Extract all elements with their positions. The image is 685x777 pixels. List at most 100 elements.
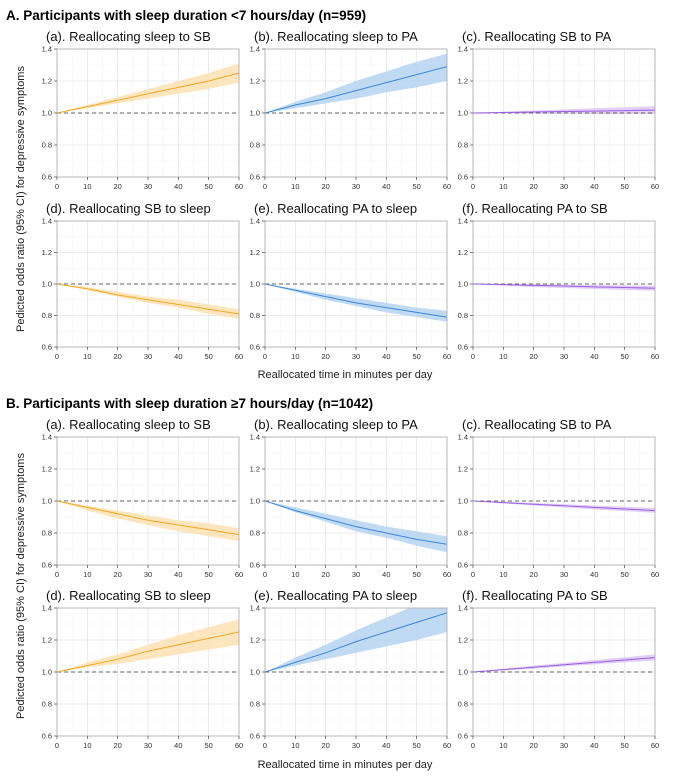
- y-tick-label: 1.4: [458, 604, 468, 613]
- estimate-line: [473, 500, 655, 512]
- estimate-line: [265, 612, 447, 673]
- x-tick-label: 60: [235, 570, 243, 579]
- section-title: B. Participants with sleep duration ≥7 h…: [6, 396, 373, 411]
- x-tick-label: 10: [291, 182, 299, 191]
- x-tick-label: 0: [55, 352, 59, 361]
- x-tick-label: 10: [83, 741, 91, 750]
- x-tick-label: 30: [144, 352, 152, 361]
- y-axis-label: Pedicted odds ratio (95% CI) for depress…: [15, 66, 27, 332]
- estimate-line: [473, 109, 655, 114]
- x-tick-label: 50: [204, 741, 212, 750]
- estimate-line: [57, 283, 239, 315]
- x-tick-label: 0: [471, 741, 475, 750]
- x-tick-label: 0: [471, 182, 475, 191]
- plot-content: [265, 500, 447, 553]
- y-tick-label: 1.0: [458, 280, 468, 289]
- x-tick-label: 50: [620, 352, 628, 361]
- x-tick-label: 50: [412, 741, 420, 750]
- x-tick-label: 0: [263, 741, 267, 750]
- y-tick-label: 1.0: [250, 668, 260, 677]
- confidence-band: [57, 619, 239, 672]
- x-tick-label: 30: [560, 570, 568, 579]
- x-tick-label: 30: [352, 570, 360, 579]
- x-tick-label: 40: [382, 352, 390, 361]
- estimate-line: [473, 657, 655, 673]
- x-tick-label: 60: [235, 182, 243, 191]
- y-tick-label: 0.8: [250, 529, 260, 538]
- x-tick-label: 30: [352, 352, 360, 361]
- x-tick-label: 50: [204, 352, 212, 361]
- x-tick-label: 10: [499, 182, 507, 191]
- confidence-band: [265, 53, 447, 113]
- chart-panel: (e). Reallocating PA to sleep 0 10 20 30 40 50…: [250, 588, 452, 750]
- y-tick-label: 1.4: [458, 433, 468, 442]
- y-tick-label: 0.8: [42, 700, 52, 709]
- x-axis-label: Reallocated time in minutes per day: [258, 759, 433, 771]
- x-tick-label: 60: [651, 182, 659, 191]
- y-tick-label: 0.6: [42, 343, 52, 352]
- y-tick-label: 0.6: [42, 732, 52, 741]
- y-tick-label: 1.0: [42, 280, 52, 289]
- x-tick-label: 20: [529, 570, 537, 579]
- x-tick-label: 60: [651, 570, 659, 579]
- chart-panel: (e). Reallocating PA to sleep 0 10 20 30 40 50…: [250, 201, 452, 361]
- y-tick-label: 1.4: [250, 217, 260, 226]
- y-tick-label: 1.2: [42, 77, 52, 86]
- x-tick-label: 40: [590, 741, 598, 750]
- estimate-line: [57, 631, 239, 673]
- y-tick-label: 1.0: [458, 497, 468, 506]
- x-tick-label: 0: [263, 570, 267, 579]
- panel-title: (e). Reallocating PA to sleep: [254, 201, 417, 216]
- confidence-band: [473, 501, 655, 513]
- confidence-band: [57, 63, 239, 113]
- y-tick-label: 1.4: [458, 45, 468, 54]
- y-tick-label: 1.0: [458, 668, 468, 677]
- panel-title: (f). Reallocating PA to SB: [462, 201, 608, 216]
- estimate-line: [57, 72, 239, 114]
- x-tick-label: 40: [382, 182, 390, 191]
- x-tick-label: 20: [321, 182, 329, 191]
- x-tick-label: 60: [443, 352, 451, 361]
- plot-content: [473, 654, 655, 673]
- y-tick-label: 0.6: [458, 561, 468, 570]
- x-tick-label: 10: [291, 741, 299, 750]
- plot-content: [473, 500, 655, 513]
- y-tick-label: 1.2: [250, 77, 260, 86]
- y-tick-label: 0.8: [42, 529, 52, 538]
- plot-content: [57, 283, 239, 319]
- y-tick-label: 1.4: [250, 604, 260, 613]
- x-tick-label: 40: [590, 570, 598, 579]
- x-tick-label: 20: [113, 182, 121, 191]
- y-tick-label: 0.8: [42, 141, 52, 150]
- x-tick-label: 40: [174, 182, 182, 191]
- x-tick-label: 60: [651, 352, 659, 361]
- plot-content: [265, 53, 447, 114]
- x-tick-label: 50: [620, 570, 628, 579]
- estimate-line: [57, 500, 239, 536]
- x-tick-label: 50: [412, 352, 420, 361]
- chart-panel: (b). Reallocating sleep to PA 0 10 20 30 40 50…: [250, 417, 452, 579]
- plot-content: [265, 608, 447, 673]
- x-tick-label: 10: [83, 352, 91, 361]
- chart-panel: (d). Reallocating SB to sleep 0 10 20 30 40 50…: [42, 588, 244, 750]
- plot-content: [473, 106, 655, 114]
- x-tick-label: 30: [144, 741, 152, 750]
- x-tick-label: 60: [443, 182, 451, 191]
- x-tick-label: 40: [174, 570, 182, 579]
- estimate-line: [265, 283, 447, 318]
- plot-content: [265, 283, 447, 322]
- x-tick-label: 60: [443, 570, 451, 579]
- x-tick-label: 40: [174, 352, 182, 361]
- x-tick-label: 0: [471, 352, 475, 361]
- y-tick-label: 0.6: [250, 561, 260, 570]
- y-tick-label: 1.4: [42, 433, 52, 442]
- x-tick-label: 0: [263, 182, 267, 191]
- estimate-line: [265, 500, 447, 545]
- y-tick-label: 0.6: [42, 561, 52, 570]
- y-tick-label: 1.2: [458, 248, 468, 257]
- x-tick-label: 30: [144, 182, 152, 191]
- x-tick-label: 40: [174, 741, 182, 750]
- y-tick-label: 1.2: [42, 465, 52, 474]
- x-tick-label: 30: [352, 182, 360, 191]
- x-tick-label: 10: [291, 570, 299, 579]
